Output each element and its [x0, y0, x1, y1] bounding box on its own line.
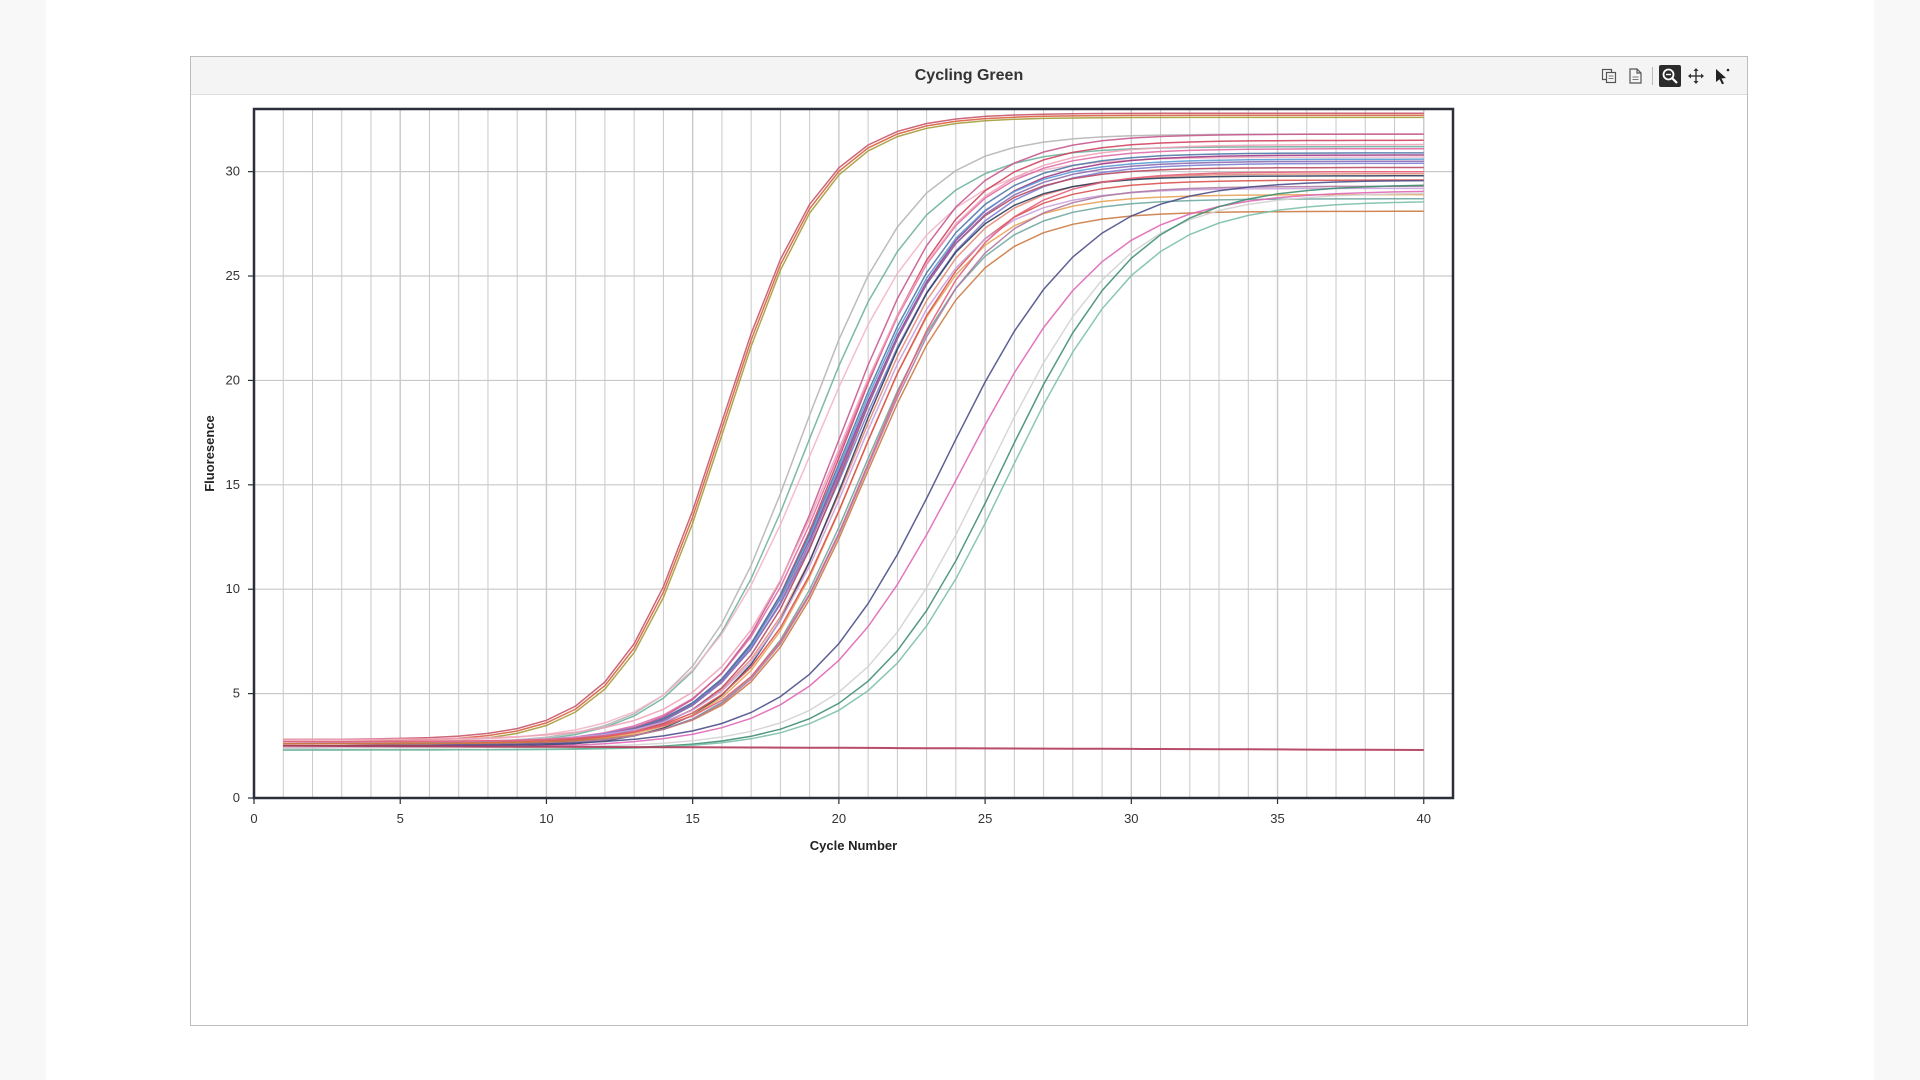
chart-title: Cycling Green	[914, 67, 1024, 84]
series-line-20	[283, 143, 1424, 741]
pan-button[interactable]	[1685, 65, 1707, 87]
y-tick-label: 0	[233, 790, 240, 805]
x-tick-label: 30	[1124, 811, 1138, 826]
series-line-15	[283, 175, 1424, 749]
series-line-9	[283, 154, 1424, 747]
y-tick-label: 15	[226, 477, 240, 492]
series-line-27	[283, 190, 1424, 749]
series-line-16	[283, 152, 1424, 747]
y-tick-label: 20	[226, 372, 240, 387]
chart-window: Cycling Green	[190, 56, 1748, 1026]
zoom-icon	[1662, 68, 1678, 84]
zoom-button[interactable]	[1659, 65, 1681, 87]
x-tick-label: 35	[1270, 811, 1284, 826]
series-line-14	[283, 166, 1424, 747]
y-tick-label: 10	[226, 581, 240, 596]
toolbar-divider	[1652, 67, 1653, 85]
y-axis-label: Fluoresence	[202, 415, 217, 492]
plot-border	[252, 107, 1455, 800]
y-tick-label: 5	[233, 686, 240, 701]
series-line-3	[283, 112, 1424, 741]
grid-lines	[254, 109, 1453, 798]
series-line-24	[283, 170, 1424, 743]
series-line-28	[283, 192, 1424, 749]
pointer-button[interactable]	[1711, 65, 1733, 87]
x-tick-label: 15	[685, 811, 699, 826]
chart-title-bar: Cycling Green	[191, 57, 1747, 95]
tick-labels: 0 5 10 15 20 25 30 35 40 0 5 10 15 20 25 30	[226, 164, 1431, 826]
series-line-6	[283, 156, 1424, 743]
series-line-23	[283, 210, 1424, 745]
series-line-31	[283, 744, 1424, 751]
x-tick-label: 20	[832, 811, 846, 826]
chart-area: 0 5 10 15 20 25 30 35 40 0 5 10 15 20 25 30 Cycle Numbe…	[202, 107, 1455, 853]
x-tick-label: 25	[978, 811, 992, 826]
series-line-21	[283, 187, 1424, 743]
export-button[interactable]	[1624, 65, 1646, 87]
series-lines	[283, 112, 1424, 751]
x-tick-label: 5	[397, 811, 404, 826]
y-tick-label: 30	[226, 164, 240, 179]
series-line-29	[283, 184, 1424, 751]
series-line-13	[283, 173, 1424, 745]
series-line-1	[283, 114, 1424, 743]
series-line-30	[283, 201, 1424, 751]
copy-icon	[1601, 68, 1617, 84]
x-axis-label: Cycle Number	[810, 838, 897, 853]
series-line-17	[283, 193, 1424, 745]
x-tick-label: 0	[250, 811, 257, 826]
series-line-22	[283, 198, 1424, 747]
copy-button[interactable]	[1598, 65, 1620, 87]
series-line-19	[283, 179, 1424, 745]
chart-toolbar	[1598, 64, 1733, 88]
pan-icon	[1688, 68, 1704, 84]
export-icon	[1629, 68, 1642, 84]
pointer-icon	[1716, 68, 1730, 85]
x-tick-label: 40	[1417, 811, 1431, 826]
series-line-26	[283, 179, 1424, 747]
x-tick-label: 10	[539, 811, 553, 826]
y-tick-label: 25	[226, 268, 240, 283]
